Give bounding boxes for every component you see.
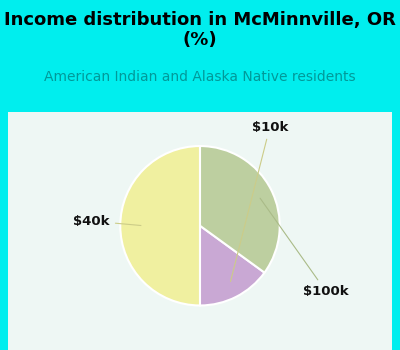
- Text: $100k: $100k: [260, 198, 349, 298]
- Wedge shape: [200, 146, 280, 273]
- Text: $40k: $40k: [73, 215, 141, 228]
- Text: Income distribution in McMinnville, OR
(%): Income distribution in McMinnville, OR (…: [4, 10, 396, 49]
- Wedge shape: [120, 146, 200, 306]
- Text: $10k: $10k: [230, 121, 288, 281]
- Text: American Indian and Alaska Native residents: American Indian and Alaska Native reside…: [44, 70, 356, 84]
- Wedge shape: [200, 226, 264, 306]
